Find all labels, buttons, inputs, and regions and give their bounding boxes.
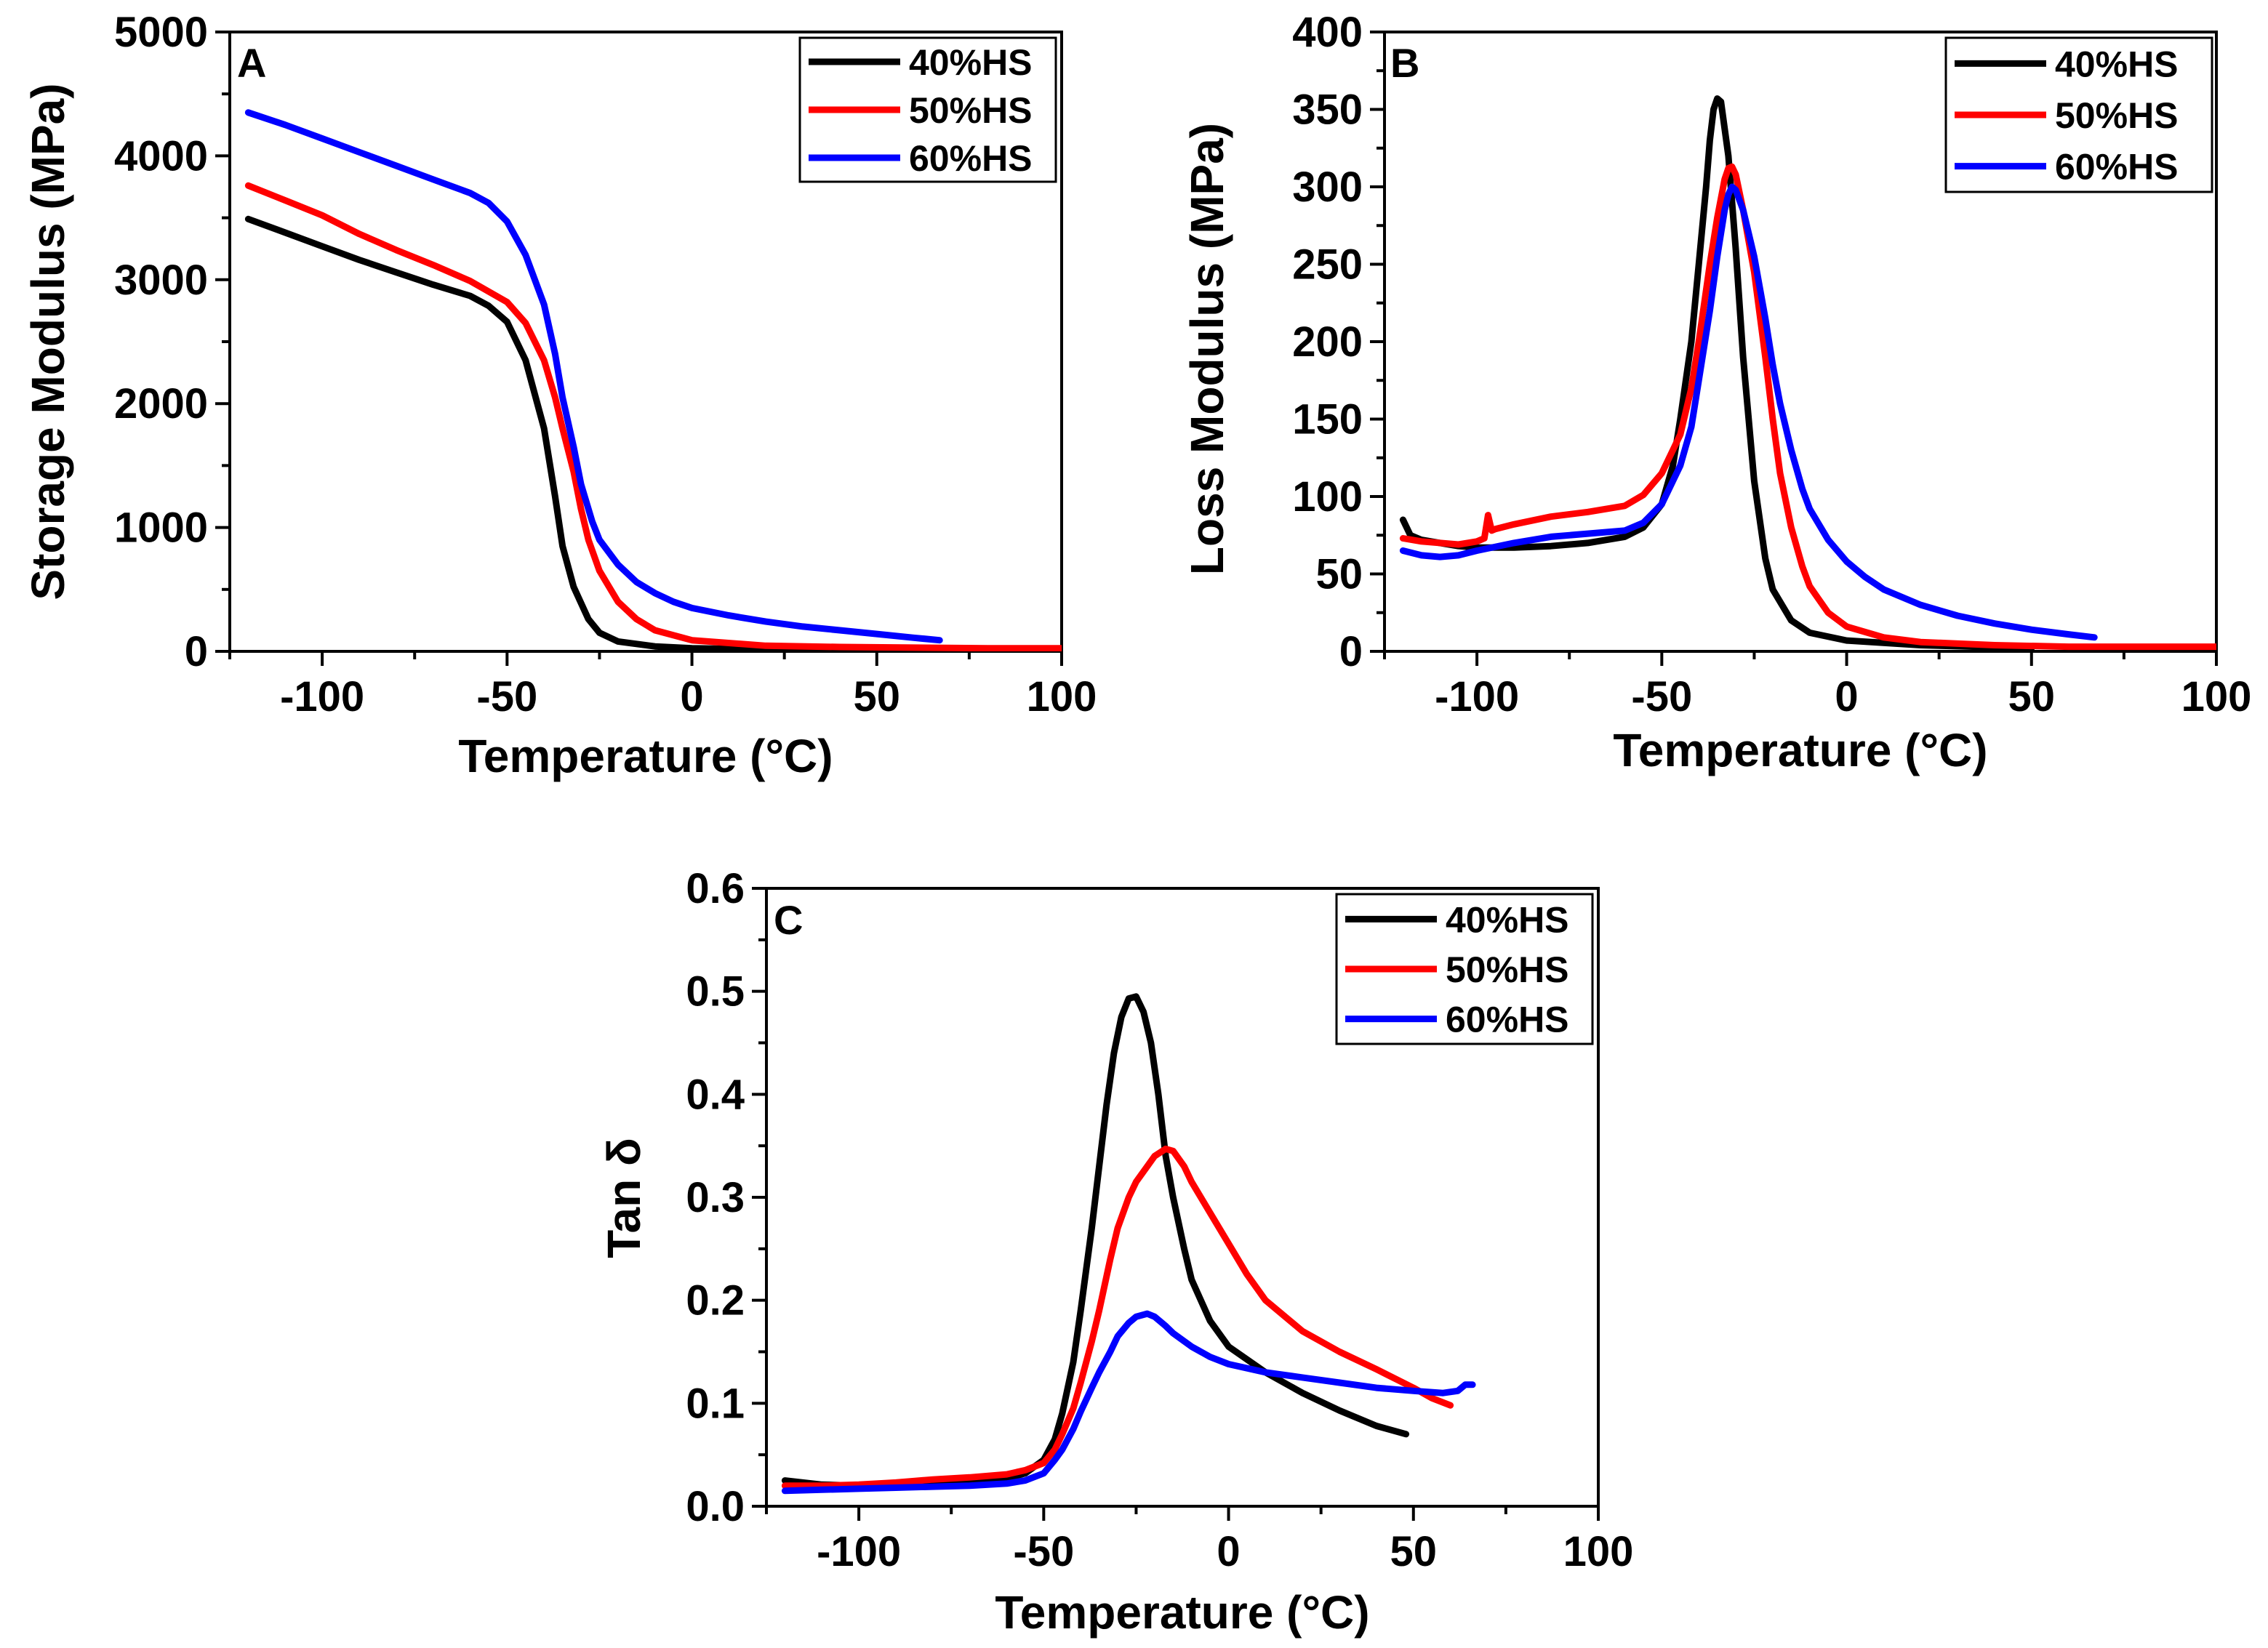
y-tick-label: 0.0 (686, 1483, 745, 1530)
legend: 40%HS 50%HS 60%HS (1944, 36, 2213, 193)
series-line-60pct-hs (781, 1310, 1476, 1495)
x-tick-label: -50 (1013, 1528, 1074, 1575)
x-tick-labels: -100 -50 0 50 100 (280, 673, 1097, 720)
x-tick-label: -100 (280, 673, 364, 720)
series-line-50pct-hs (1399, 163, 2216, 651)
y-tick-label: 0.6 (686, 865, 745, 912)
x-tick-label: -100 (817, 1528, 901, 1575)
series-line-40pct-hs (244, 215, 888, 651)
panel-loss-modulus: -100 -50 0 50 100 0 50 100 150 200 250 300 350 400 B… (1181, 9, 2251, 776)
y-axis-title: Storage Modulus (MPa) (22, 83, 74, 600)
y-tick-label: 0.2 (686, 1277, 745, 1325)
legend: 40%HS 50%HS 60%HS (1335, 893, 1594, 1045)
x-tick-label: 50 (1390, 1528, 1438, 1575)
x-tick-label: 50 (854, 673, 901, 720)
panel-tan-delta: -100 -50 0 50 100 0.0 0.1 0.2 0.3 0.4 0.5 0.6 C Te… (598, 865, 1633, 1639)
y-tick-label: 0.4 (686, 1071, 745, 1118)
x-tick-label: -100 (1435, 673, 1519, 720)
series-lines (244, 109, 1062, 651)
legend-label: 60%HS (1446, 1000, 1569, 1040)
x-axis-title: Temperature (°C) (458, 730, 833, 782)
y-tick-label: 350 (1292, 87, 1363, 134)
y-tick-labels: 0.0 0.1 0.2 0.3 0.4 0.5 0.6 (686, 865, 745, 1530)
panel-label: B (1390, 40, 1419, 86)
tick-marks (215, 31, 1063, 666)
y-tick-label: 300 (1292, 164, 1363, 211)
y-tick-label: 50 (1315, 551, 1363, 598)
panel-storage-modulus: -100 -50 0 50 100 0 1000 2000 3000 4000 5000 A Te… (22, 9, 1097, 782)
panel-label: C (774, 897, 803, 943)
y-tick-label: 0 (185, 628, 208, 675)
legend-label: 60%HS (909, 138, 1033, 179)
legend-label: 40%HS (909, 42, 1033, 83)
y-tick-label: 0 (1339, 628, 1363, 675)
y-tick-label: 200 (1292, 318, 1363, 366)
series-line-50pct-hs (244, 182, 1062, 651)
y-tick-label: 150 (1292, 396, 1363, 443)
y-tick-label: 5000 (114, 9, 208, 56)
y-tick-labels: 0 1000 2000 3000 4000 5000 (114, 9, 208, 675)
y-tick-label: 0.5 (686, 968, 745, 1016)
y-tick-label: 4000 (114, 132, 208, 180)
tick-marks (752, 887, 1600, 1521)
x-tick-label: 0 (1217, 1528, 1240, 1575)
y-tick-label: 3000 (114, 257, 208, 304)
legend-label: 50%HS (1446, 949, 1569, 990)
y-tick-label: 2000 (114, 380, 208, 427)
x-axis-title: Temperature (°C) (995, 1586, 1369, 1639)
x-tick-label: -50 (476, 673, 537, 720)
series-line-40pct-hs (1399, 95, 2035, 651)
series-line-60pct-hs (244, 109, 943, 644)
x-tick-label: 0 (680, 673, 703, 720)
legend-label: 40%HS (2055, 44, 2179, 84)
y-tick-label: 1000 (114, 505, 208, 552)
panel-label: A (237, 40, 266, 86)
x-tick-label: 100 (1027, 673, 1097, 720)
series-line-50pct-hs (781, 1145, 1454, 1490)
tick-marks (1370, 31, 2218, 666)
y-axis-title: Tan δ (598, 1138, 650, 1258)
x-axis-title: Temperature (°C) (1613, 724, 1987, 776)
y-tick-label: 250 (1292, 241, 1363, 289)
y-tick-label: 100 (1292, 473, 1363, 520)
x-tick-labels: -100 -50 0 50 100 (817, 1528, 1633, 1575)
legend-label: 60%HS (2055, 147, 2179, 188)
x-tick-labels: -100 -50 0 50 100 (1435, 673, 2251, 720)
x-tick-label: -50 (1631, 673, 1692, 720)
series-line-40pct-hs (781, 993, 1410, 1490)
y-tick-label: 0.3 (686, 1174, 745, 1221)
x-tick-label: 100 (2181, 673, 2252, 720)
y-axis-title: Loss Modulus (MPa) (1181, 123, 1233, 575)
series-line-60pct-hs (1399, 183, 2098, 641)
y-tick-label: 0.1 (686, 1380, 745, 1427)
legend-label: 40%HS (1446, 899, 1569, 940)
legend-label: 50%HS (2055, 95, 2179, 136)
legend: 40%HS 50%HS 60%HS (798, 36, 1057, 183)
series-lines (1399, 95, 2216, 651)
y-tick-labels: 0 50 100 150 200 250 300 350 400 (1292, 9, 1363, 675)
legend-label: 50%HS (909, 90, 1033, 131)
x-tick-label: 50 (2008, 673, 2056, 720)
x-tick-label: 0 (1835, 673, 1858, 720)
y-tick-label: 400 (1292, 9, 1363, 56)
x-tick-label: 100 (1563, 1528, 1634, 1575)
series-lines (781, 993, 1476, 1495)
